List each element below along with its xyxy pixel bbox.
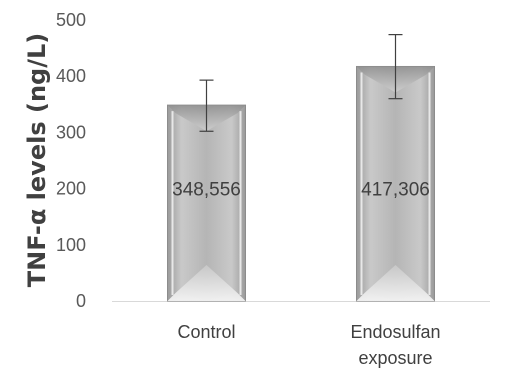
y-tick-label: 500 [56,10,86,30]
y-axis-title: TNF-α levels (ng/L) [23,33,51,287]
category-labels: Control Endosulfan exposure [177,322,440,368]
category-label: Control [177,322,235,342]
y-tick-label: 400 [56,66,86,86]
error-bars [199,34,403,132]
y-tick-label: 100 [56,235,86,255]
y-tick-label: 300 [56,122,86,142]
y-tick-label: 0 [76,291,86,311]
data-labels: 348,556 417,306 [172,180,430,201]
category-label: Endosulfan exposure [350,322,440,368]
data-label: 417,306 [361,180,430,201]
error-bar [388,34,403,100]
bar [167,104,246,302]
data-label: 348,556 [172,180,241,201]
y-tick-label: 200 [56,179,86,199]
bar-bottom-bevel [167,265,246,301]
error-bar [199,79,214,132]
y-axis-ticks: 0 100 200 300 400 500 [56,10,86,311]
bar-bottom-bevel [356,265,435,301]
